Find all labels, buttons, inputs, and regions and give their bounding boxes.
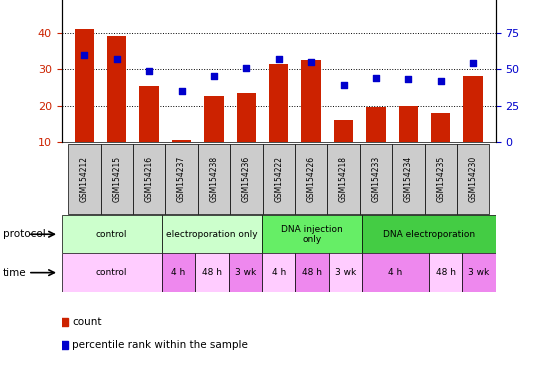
Text: GSM154233: GSM154233 — [371, 156, 381, 202]
Text: 3 wk: 3 wk — [468, 268, 490, 277]
Bar — [139, 86, 159, 142]
Point — [145, 68, 153, 74]
FancyBboxPatch shape — [392, 144, 425, 214]
Text: 3 wk: 3 wk — [335, 268, 356, 277]
Text: GSM154234: GSM154234 — [404, 156, 413, 202]
Point — [274, 56, 283, 62]
Text: 3 wk: 3 wk — [235, 268, 256, 277]
Point — [436, 78, 445, 84]
FancyBboxPatch shape — [360, 144, 392, 214]
Point — [339, 82, 348, 88]
Point — [177, 88, 186, 94]
Bar — [295, 253, 329, 292]
Bar — [162, 253, 195, 292]
Bar — [329, 253, 362, 292]
Point — [469, 60, 478, 66]
Text: GSM154222: GSM154222 — [274, 156, 283, 202]
FancyBboxPatch shape — [295, 144, 327, 214]
Text: count: count — [72, 316, 101, 327]
FancyBboxPatch shape — [101, 144, 133, 214]
Bar — [107, 36, 126, 142]
Bar — [362, 253, 429, 292]
Text: DNA injection
only: DNA injection only — [281, 225, 343, 244]
Bar — [463, 253, 496, 292]
Bar — [162, 215, 262, 253]
Bar — [262, 253, 295, 292]
Text: 4 h: 4 h — [389, 268, 403, 277]
Point — [210, 73, 218, 79]
Bar — [269, 64, 288, 142]
Bar — [362, 215, 496, 253]
Text: 4 h: 4 h — [172, 268, 185, 277]
Point — [307, 59, 315, 65]
Text: GSM154226: GSM154226 — [307, 156, 316, 202]
Bar — [75, 29, 94, 142]
FancyBboxPatch shape — [230, 144, 263, 214]
Text: DNA electroporation: DNA electroporation — [383, 230, 475, 239]
Text: GSM154212: GSM154212 — [80, 156, 89, 202]
Point — [242, 65, 251, 71]
Bar — [62, 253, 162, 292]
Bar — [431, 113, 450, 142]
Bar — [334, 120, 353, 142]
FancyBboxPatch shape — [457, 144, 489, 214]
Point — [80, 51, 88, 58]
Text: electroporation only: electroporation only — [166, 230, 258, 239]
FancyBboxPatch shape — [165, 144, 198, 214]
Text: GSM154215: GSM154215 — [112, 156, 121, 202]
Text: time: time — [3, 268, 26, 278]
Bar — [195, 253, 229, 292]
Bar — [399, 106, 418, 142]
Bar — [172, 140, 191, 142]
Text: percentile rank within the sample: percentile rank within the sample — [72, 340, 248, 350]
FancyBboxPatch shape — [263, 144, 295, 214]
Text: GSM154235: GSM154235 — [436, 156, 445, 202]
Bar — [429, 253, 463, 292]
Text: GSM154216: GSM154216 — [145, 156, 154, 202]
Bar — [236, 93, 256, 142]
Text: GSM154238: GSM154238 — [210, 156, 219, 202]
Bar — [62, 215, 162, 253]
Point — [404, 76, 413, 83]
Text: control: control — [96, 230, 128, 239]
FancyBboxPatch shape — [425, 144, 457, 214]
FancyBboxPatch shape — [68, 144, 101, 214]
Text: GSM154237: GSM154237 — [177, 156, 186, 202]
Bar — [464, 76, 483, 142]
Text: GSM154230: GSM154230 — [468, 156, 478, 202]
Point — [113, 56, 121, 62]
Text: protocol: protocol — [3, 229, 46, 239]
Text: 4 h: 4 h — [272, 268, 286, 277]
FancyBboxPatch shape — [327, 144, 360, 214]
Text: 48 h: 48 h — [436, 268, 456, 277]
Text: 48 h: 48 h — [302, 268, 322, 277]
Bar — [301, 60, 321, 142]
Text: GSM154236: GSM154236 — [242, 156, 251, 202]
Bar — [366, 108, 385, 142]
FancyBboxPatch shape — [198, 144, 230, 214]
Bar — [262, 215, 362, 253]
Text: GSM154218: GSM154218 — [339, 156, 348, 202]
Bar — [204, 96, 224, 142]
Point — [371, 75, 380, 81]
Text: 48 h: 48 h — [202, 268, 222, 277]
Bar — [229, 253, 262, 292]
Text: control: control — [96, 268, 128, 277]
FancyBboxPatch shape — [133, 144, 165, 214]
